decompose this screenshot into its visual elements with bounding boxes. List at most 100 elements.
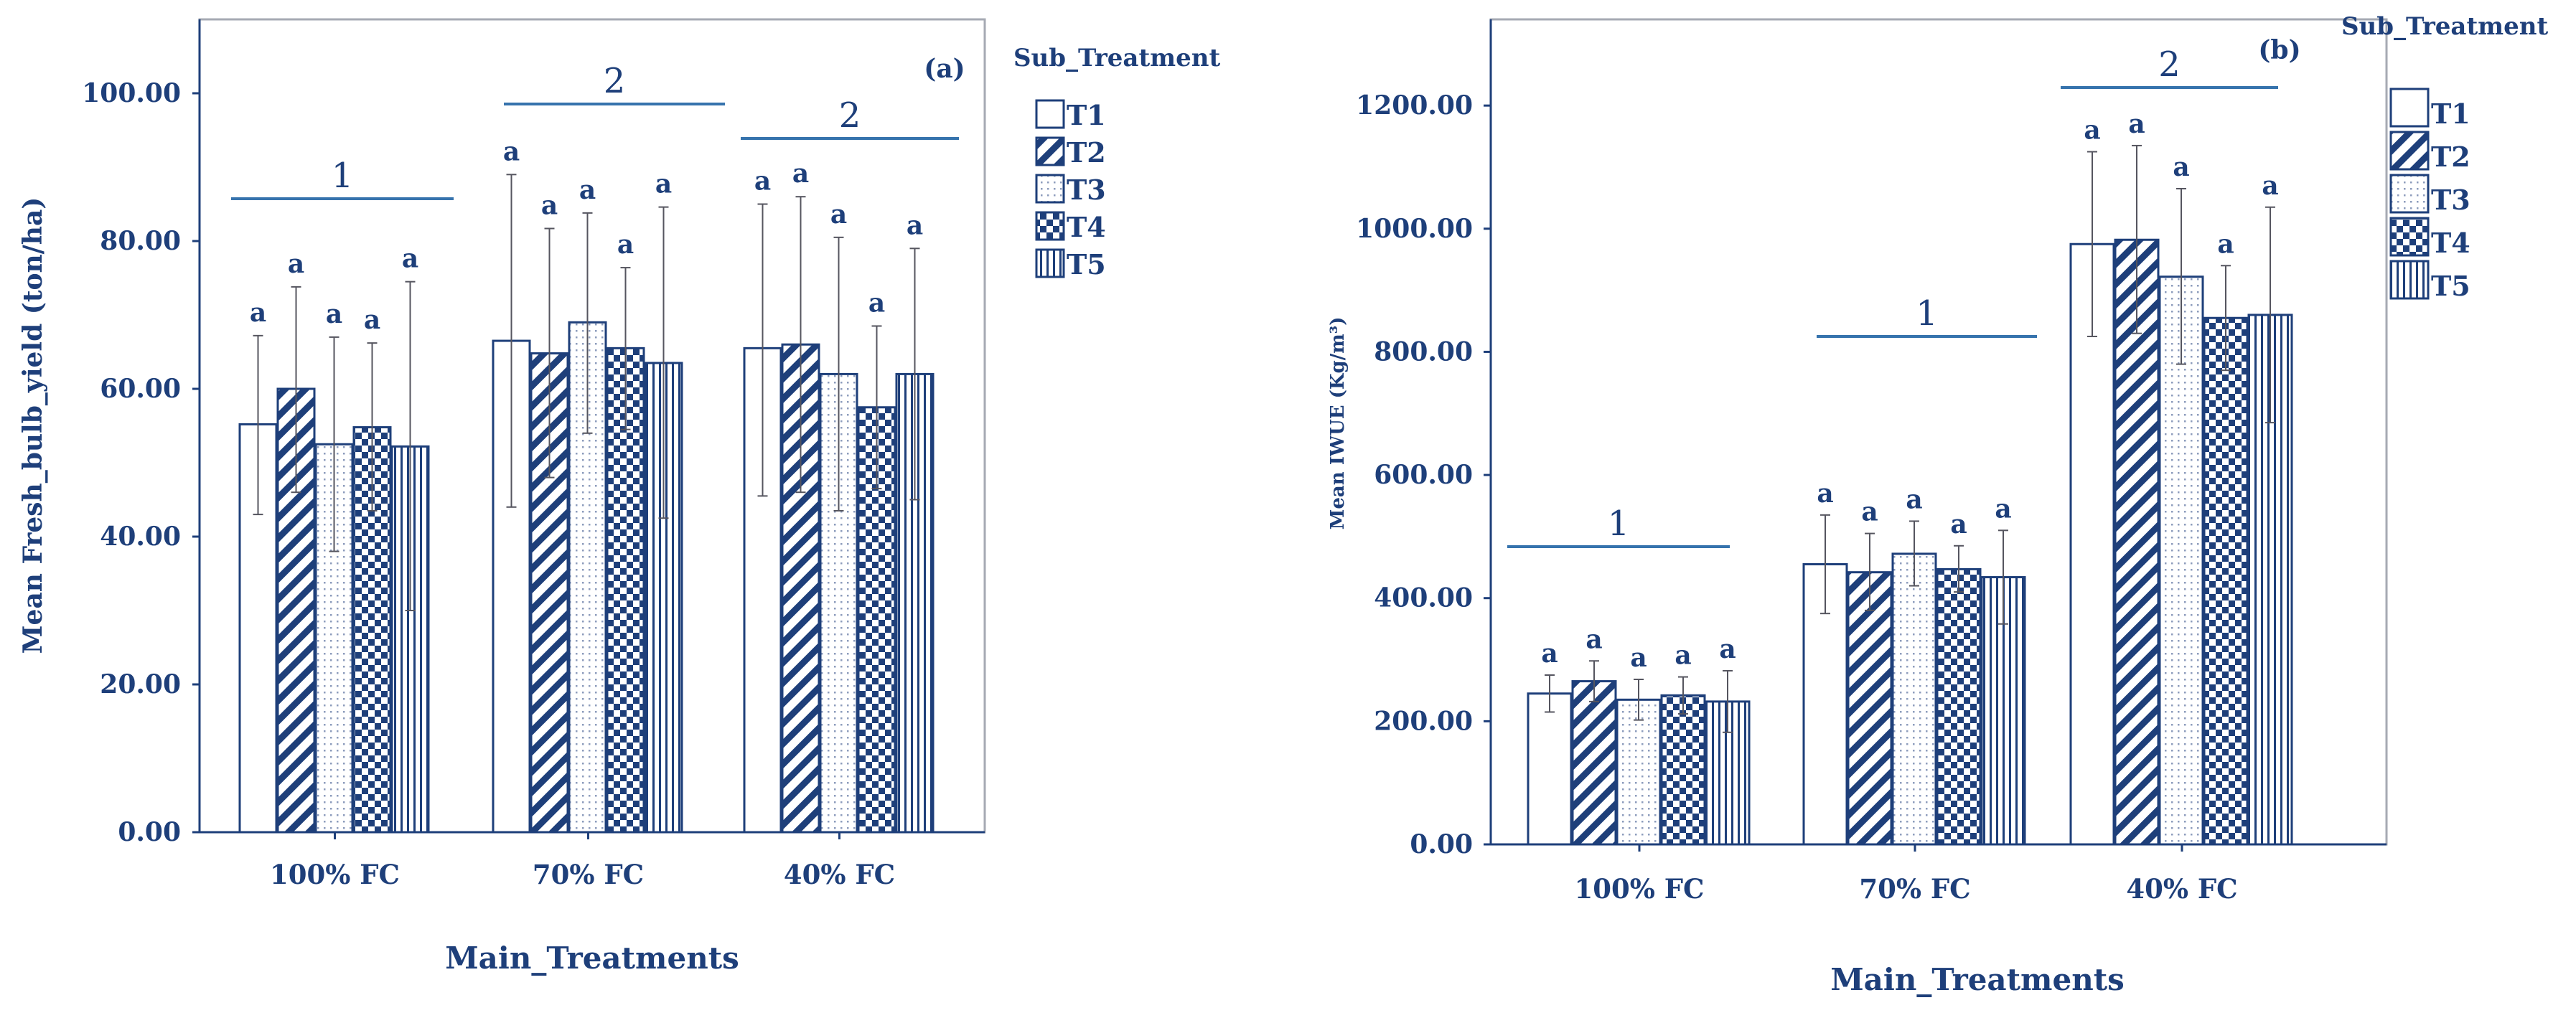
legend-label-b-t2: T2 <box>2431 141 2470 173</box>
significance-letter-a: a <box>579 175 596 205</box>
legend-title-b: Sub_Treatment <box>2341 12 2548 41</box>
category-labels-a: 100% FC 70% FC 40% FC <box>270 832 895 890</box>
legend-swatch-a-t3 <box>1035 174 1065 204</box>
y-axis-title-b: Mean IWUE (Kg/m³) <box>1327 317 1349 530</box>
legend-b: Sub_Treatment T1 T2 T3 T4 T5 <box>2341 12 2548 302</box>
y-tick-label-b: 400.00 <box>1374 583 1473 613</box>
y-tick-label-b: 0.00 <box>1410 829 1473 859</box>
y-ticks-b: 0.00 200.00 400.00 600.00 800.00 1000.00 1200.… <box>1356 90 1491 859</box>
bar-b-t4-3 <box>2203 316 2249 846</box>
bar-b-t1-3 <box>2069 242 2115 846</box>
legend-label-a-t4: T4 <box>1067 211 1106 243</box>
y-ticks-a: 0.00 20.00 40.00 60.00 80.00 100.00 <box>82 78 200 847</box>
significance-letter-a: a <box>503 136 520 166</box>
significance-letter-b: a <box>1995 494 2011 524</box>
group-letter-b: 1 <box>1916 293 1938 334</box>
significance-letter-a: a <box>617 230 634 260</box>
significance-letter-b: a <box>2217 229 2234 259</box>
bar-b-t2-1 <box>1571 680 1617 846</box>
group-letter-a: 2 <box>604 61 626 101</box>
significance-letter-b: a <box>2128 109 2145 139</box>
y-tick-label-b: 800.00 <box>1374 336 1473 367</box>
bar-b-t3-1 <box>1616 698 1662 846</box>
legend-label-b-t4: T4 <box>2431 227 2470 259</box>
legend-a: Sub_Treatment T1 T2 T3 T4 T5 <box>1013 44 1220 281</box>
group-letter-b: 2 <box>2158 44 2181 85</box>
y-tick-label-b: 600.00 <box>1374 460 1473 490</box>
significance-letter-a: a <box>754 166 771 197</box>
legend-label-a-t5: T5 <box>1067 248 1106 281</box>
significance-letter-b: a <box>2084 116 2100 146</box>
panel-tag-b: (b) <box>2258 35 2300 65</box>
significance-letter-a: a <box>541 190 558 220</box>
legend-title-a: Sub_Treatment <box>1013 44 1220 72</box>
panel-tag-a: (a) <box>924 54 965 84</box>
significance-letter-a: a <box>288 249 304 279</box>
x-axis-title-a: Main_Treatments <box>445 941 739 976</box>
y-tick-label-b: 1000.00 <box>1356 214 1473 244</box>
bar-a-t4-3 <box>857 406 896 834</box>
group-letter-a: 2 <box>839 95 861 136</box>
significance-letter-b: a <box>1861 497 1878 527</box>
bar-a-t1-1 <box>238 423 278 834</box>
legend-swatch-a-t5 <box>1035 248 1065 278</box>
significance-letter-b: a <box>1719 634 1736 664</box>
legend-swatch-b-t4 <box>2389 217 2430 257</box>
legend-swatch-b-t5 <box>2389 260 2430 300</box>
y-tick-label-a: 40.00 <box>100 522 181 552</box>
legend-swatch-a-t1 <box>1035 99 1065 129</box>
significance-letter-b: a <box>1817 479 1833 509</box>
legend-label-b-t1: T1 <box>2431 98 2470 130</box>
significance-letter-b: a <box>1675 641 1691 671</box>
y-tick-label-a: 20.00 <box>100 669 181 699</box>
legend-swatch-b-t3 <box>2389 174 2430 214</box>
y-tick-label-b: 200.00 <box>1374 706 1473 736</box>
significance-letter-a: a <box>830 199 847 230</box>
x-axis-title-b: Main_Treatments <box>1830 962 2125 997</box>
legend-label-b-t3: T3 <box>2431 184 2470 216</box>
y-tick-label-a: 100.00 <box>82 78 181 108</box>
y-tick-label-b: 1200.00 <box>1356 90 1473 121</box>
category-label-a: 40% FC <box>784 859 895 890</box>
bar-b-t2-2 <box>1847 571 1893 846</box>
significance-letter-b: a <box>1950 509 1967 539</box>
significance-letter-b: a <box>2262 171 2278 201</box>
y-tick-label-a: 80.00 <box>100 226 181 256</box>
legend-label-a-t1: T1 <box>1067 99 1106 131</box>
legend-label-a-t3: T3 <box>1067 174 1106 206</box>
significance-letter-a: a <box>250 298 266 328</box>
legend-swatch-b-t2 <box>2389 131 2430 171</box>
category-label-b: 40% FC <box>2126 873 2237 905</box>
category-label-b: 70% FC <box>1859 873 1970 905</box>
bar-b-t2-3 <box>2114 238 2160 846</box>
significance-letter-b: a <box>1630 643 1647 673</box>
significance-letter-a: a <box>868 288 885 318</box>
category-label-a: 70% FC <box>533 859 644 890</box>
group-letter-a: 1 <box>332 156 354 196</box>
significance-letter-a: a <box>402 244 418 274</box>
bar-b-t4-2 <box>1936 567 1982 846</box>
y-tick-label-a: 0.00 <box>118 817 181 847</box>
y-axis-title-a: Mean Fresh_bulb_yield (ton/ha) <box>18 197 48 654</box>
legend-label-b-t5: T5 <box>2431 270 2470 302</box>
legend-label-a-t2: T2 <box>1067 136 1106 169</box>
significance-letter-a: a <box>655 169 672 199</box>
significance-letter-a: a <box>326 299 342 329</box>
significance-letter-b: a <box>1586 624 1602 654</box>
significance-letter-b: a <box>1541 638 1558 669</box>
y-tick-label-a: 60.00 <box>100 374 181 404</box>
bar-b-t3-2 <box>1891 552 1937 846</box>
group-letter-b: 1 <box>1608 504 1630 544</box>
legend-swatch-a-t2 <box>1035 136 1065 166</box>
legend-swatch-a-t4 <box>1035 211 1065 241</box>
bar-b-t1-1 <box>1527 692 1573 846</box>
category-label-b: 100% FC <box>1575 873 1705 905</box>
category-labels-b: 100% FC 70% FC 40% FC <box>1575 844 2238 905</box>
significance-letter-a: a <box>364 305 380 335</box>
legend-swatch-b-t1 <box>2389 88 2430 128</box>
significance-letter-b: a <box>1906 484 1922 514</box>
panel-b: 0.00 200.00 400.00 600.00 800.00 1000.00 1200.… <box>1327 12 2548 997</box>
